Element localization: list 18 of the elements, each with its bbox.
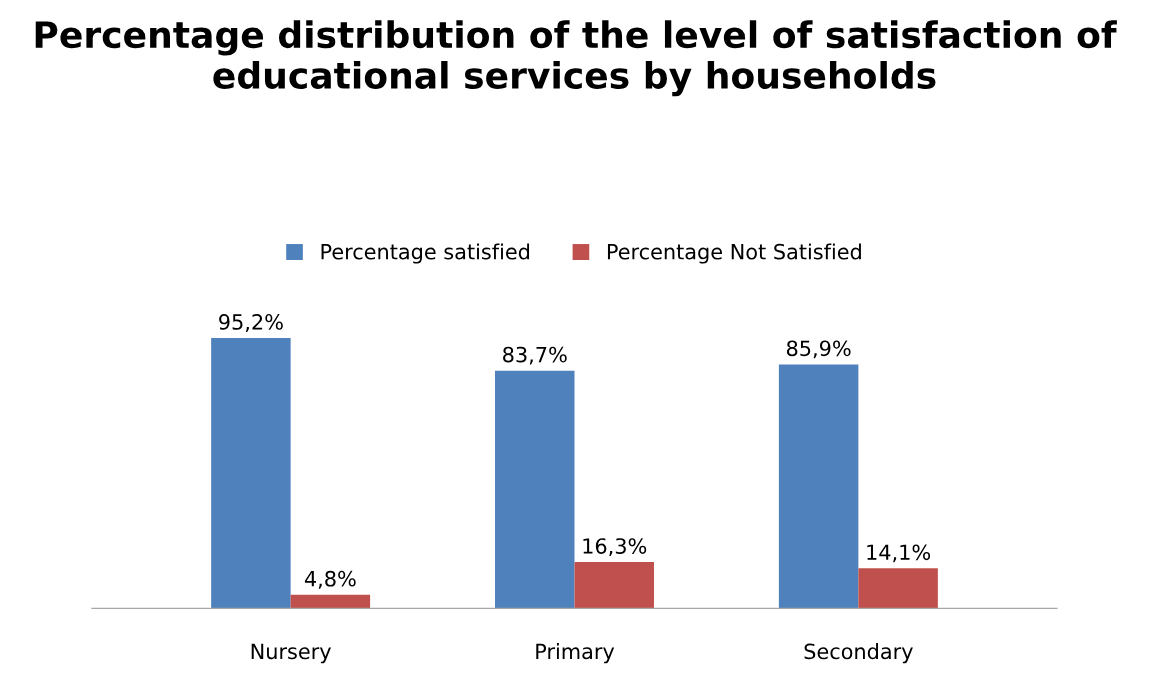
data-label: 14,1%: [867, 544, 931, 563]
data-label: 16,3%: [583, 538, 647, 557]
bar: [778, 364, 859, 609]
bar: [574, 562, 654, 609]
bar: [858, 568, 938, 609]
bar: [211, 338, 291, 609]
x-tick-label: Nursery: [251, 643, 331, 664]
x-tick-label: Primary: [536, 643, 615, 664]
bar: [290, 594, 371, 609]
data-label: 95,2%: [219, 314, 283, 332]
x-tick-label: Secondary: [804, 643, 913, 664]
legend-label: Percentage satisfied: [321, 243, 530, 264]
data-label: 83,7%: [503, 346, 567, 365]
bar: [495, 370, 575, 609]
data-label: 85,9%: [786, 340, 851, 359]
legend-label: Percentage Not Satisfied: [607, 243, 861, 264]
chart-title: Percentage distribution of the level of satisfaction of educational services by households: [35, 20, 1117, 97]
data-label: 4,8%: [304, 570, 356, 589]
